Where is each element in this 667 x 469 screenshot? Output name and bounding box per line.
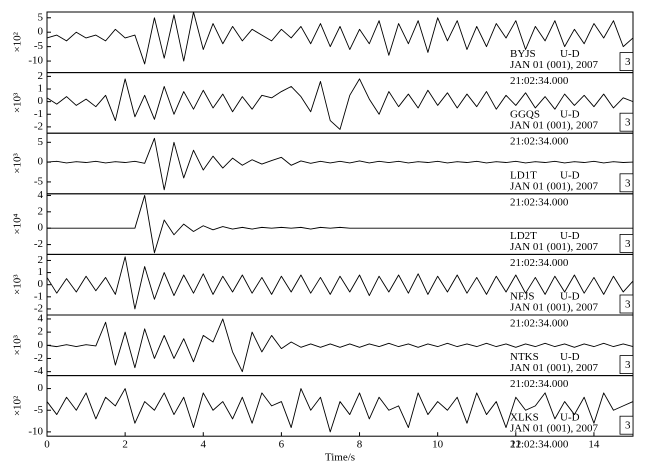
y-axis-label: ×10²: [12, 31, 24, 52]
y-tick-label: 0: [38, 95, 44, 107]
x-tick-label: 4: [201, 439, 207, 451]
y-tick-label: 2: [38, 205, 44, 217]
x-tick-label: 10: [432, 439, 444, 451]
y-tick-label: -2: [34, 302, 43, 314]
date-label: JAN 01 (001), 2007: [510, 302, 598, 314]
y-axis-label: ×10²: [12, 395, 24, 416]
station-name: NTKS: [510, 351, 539, 363]
scale-box: [619, 355, 634, 375]
scale-box-label: 3: [625, 56, 631, 68]
x-tick-label: 0: [44, 439, 50, 451]
y-tick-label: 0: [38, 339, 44, 351]
station-name: LD1T: [510, 169, 537, 181]
y-tick-label: 0: [38, 382, 44, 394]
waveform: [46, 78, 634, 130]
y-tick-label: -10: [28, 55, 43, 67]
date-label: JAN 01 (001), 2007: [510, 362, 598, 374]
y-tick-label: 0: [38, 156, 44, 168]
scale-box-label: 3: [625, 299, 631, 311]
y-tick-label: 1: [38, 266, 44, 278]
waveform: [46, 137, 634, 191]
date-label: JAN 01 (001), 2007: [510, 59, 598, 71]
time-label: 21:02:34.000: [510, 439, 569, 451]
scale-box: [619, 294, 634, 314]
y-tick-label: 4: [38, 312, 44, 324]
time-label: 21:02:34.000: [510, 257, 569, 269]
time-label: 21:02:34.000: [510, 318, 569, 330]
time-label: 21:02:34.000: [510, 378, 569, 390]
date-label: JAN 01 (001), 2007: [510, 241, 598, 253]
station-name: XLKS: [510, 412, 539, 424]
x-tick-label: 12: [510, 439, 521, 451]
scale-box-label: 3: [625, 177, 631, 189]
y-tick-label: 2: [38, 254, 44, 266]
scale-box-label: 3: [625, 359, 631, 371]
time-label: 21:02:34.000: [510, 75, 569, 87]
y-tick-label: -2: [34, 238, 43, 250]
y-axis-label: ×10³: [12, 153, 24, 174]
y-tick-label: 1: [38, 83, 44, 95]
component: U-D: [560, 169, 580, 181]
scale-box-label: 3: [625, 117, 631, 129]
x-tick-label: 14: [588, 439, 600, 451]
y-tick-label: 2: [38, 326, 44, 338]
scale-box: [619, 233, 634, 253]
y-tick-label: -1: [34, 108, 43, 120]
scale-box: [619, 415, 634, 435]
time-label: 21:02:34.000: [510, 136, 569, 148]
y-tick-label: -5: [34, 40, 44, 52]
waveform: [46, 318, 634, 373]
y-tick-label: -1: [34, 290, 43, 302]
date-label: JAN 01 (001), 2007: [510, 120, 598, 132]
y-tick-label: -2: [34, 120, 43, 132]
date-label: JAN 01 (001), 2007: [510, 180, 598, 192]
time-label: 21:02:34.000: [510, 196, 569, 208]
scale-box: [619, 112, 634, 132]
component: U-D: [560, 351, 580, 363]
scale-box: [619, 52, 634, 71]
y-tick-label: 5: [38, 136, 44, 148]
scale-box-label: 3: [625, 238, 631, 250]
y-axis-label: ×10³: [12, 334, 24, 355]
y-tick-label: 0: [38, 26, 44, 38]
date-label: JAN 01 (001), 2007: [510, 423, 598, 435]
y-tick-label: 4: [38, 189, 44, 201]
component: U-D: [560, 230, 580, 242]
station-name: LD2T: [510, 230, 537, 242]
x-tick-label: 6: [279, 439, 285, 451]
component: U-D: [560, 48, 580, 60]
waveform: [46, 11, 634, 65]
component: U-D: [560, 291, 580, 303]
y-tick-label: 0: [38, 222, 44, 234]
y-axis-label: ×10³: [12, 274, 24, 295]
waveform: [46, 388, 634, 433]
station-name: BYJS: [510, 48, 536, 60]
x-tick-label: 2: [122, 439, 128, 451]
station-name: NFJS: [510, 291, 534, 303]
y-axis-label: ×10³: [12, 92, 24, 113]
station-name: GGQS: [510, 109, 540, 121]
y-tick-label: 2: [38, 70, 44, 82]
x-axis-label: Time/s: [325, 452, 355, 464]
panel-frame: [46, 375, 634, 437]
y-tick-label: 0: [38, 278, 44, 290]
waveform: [46, 256, 634, 310]
y-tick-label: -2: [34, 352, 43, 364]
y-tick-label: -10: [28, 425, 43, 437]
y-tick-label: -5: [34, 404, 44, 416]
scale-box-label: 3: [625, 420, 631, 432]
y-axis-label: ×10⁴: [12, 213, 24, 234]
y-tick-label: 5: [38, 11, 44, 23]
y-tick-label: -5: [34, 175, 44, 187]
y-tick-label: -4: [34, 365, 44, 377]
component: U-D: [560, 412, 580, 424]
component: U-D: [560, 109, 580, 121]
x-tick-label: 8: [357, 439, 363, 451]
waveform: [47, 194, 633, 254]
scale-box: [619, 173, 634, 193]
